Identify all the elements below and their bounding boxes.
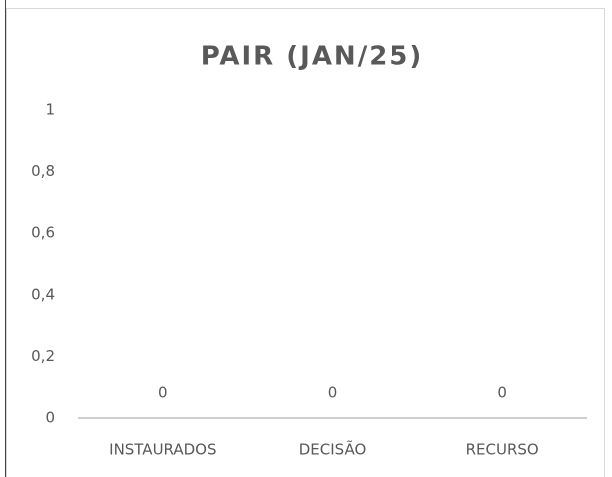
x-tick-label: DECISÃO: [299, 440, 367, 459]
y-tick-label: 0: [45, 409, 55, 427]
y-tick-label: 0,4: [31, 285, 55, 303]
y-tick-label: 0,6: [31, 224, 55, 242]
x-tick-label: INSTAURADOS: [109, 441, 216, 459]
y-tick-label: 1: [45, 101, 55, 119]
chart-title: PAIR (JAN/25): [201, 42, 424, 72]
data-label: 0: [328, 384, 338, 402]
chart-border: [6, 8, 605, 477]
y-tick-label: 0,2: [31, 347, 55, 365]
y-tick-label: 0,8: [31, 162, 55, 180]
data-label: 0: [158, 384, 168, 402]
data-label: 0: [497, 384, 507, 402]
x-tick-label: RECURSO: [466, 441, 539, 459]
